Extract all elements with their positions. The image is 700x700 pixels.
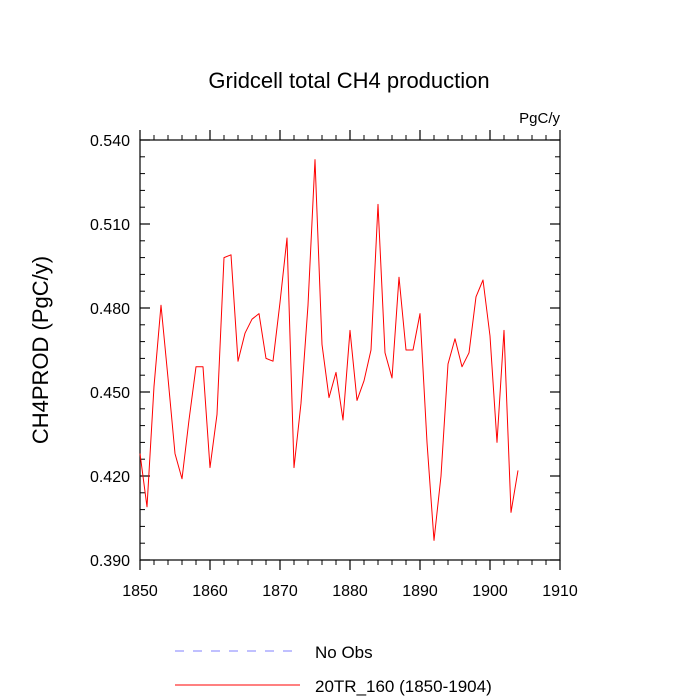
x-tick-label: 1850 <box>122 583 158 600</box>
units-label: PgC/y <box>519 110 560 127</box>
y-tick-label: 0.540 <box>90 133 130 150</box>
y-axis-label: CH4PROD (PgC/y) <box>28 256 53 444</box>
series-line-20tr-160 <box>139 159 519 541</box>
y-axis: 0.390 0.420 0.450 0.480 0.510 0.540 <box>90 133 560 570</box>
x-tick-label: 1860 <box>192 583 228 600</box>
y-tick-label: 0.480 <box>90 301 130 318</box>
plot-frame <box>139 139 561 561</box>
y-tick-label: 0.390 <box>90 553 130 570</box>
legend: No Obs 20TR_160 (1850-1904) <box>175 643 492 696</box>
x-tick-label: 1870 <box>262 583 298 600</box>
legend-label: No Obs <box>315 643 373 662</box>
x-tick-label: 1890 <box>402 583 438 600</box>
legend-label: 20TR_160 (1850-1904) <box>315 677 492 696</box>
series-layer <box>139 159 519 541</box>
chart-title: Gridcell total CH4 production <box>208 68 489 93</box>
x-tick-label: 1900 <box>472 583 508 600</box>
x-axis: 1850 1860 1870 1880 1890 1900 1910 <box>122 130 578 600</box>
x-tick-label: 1880 <box>332 583 368 600</box>
x-tick-label: 1910 <box>542 583 578 600</box>
y-tick-label: 0.420 <box>90 469 130 486</box>
y-tick-label: 0.450 <box>90 385 130 402</box>
y-tick-label: 0.510 <box>90 217 130 234</box>
